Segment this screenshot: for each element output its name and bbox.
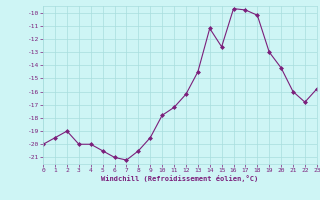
X-axis label: Windchill (Refroidissement éolien,°C): Windchill (Refroidissement éolien,°C) — [101, 175, 259, 182]
